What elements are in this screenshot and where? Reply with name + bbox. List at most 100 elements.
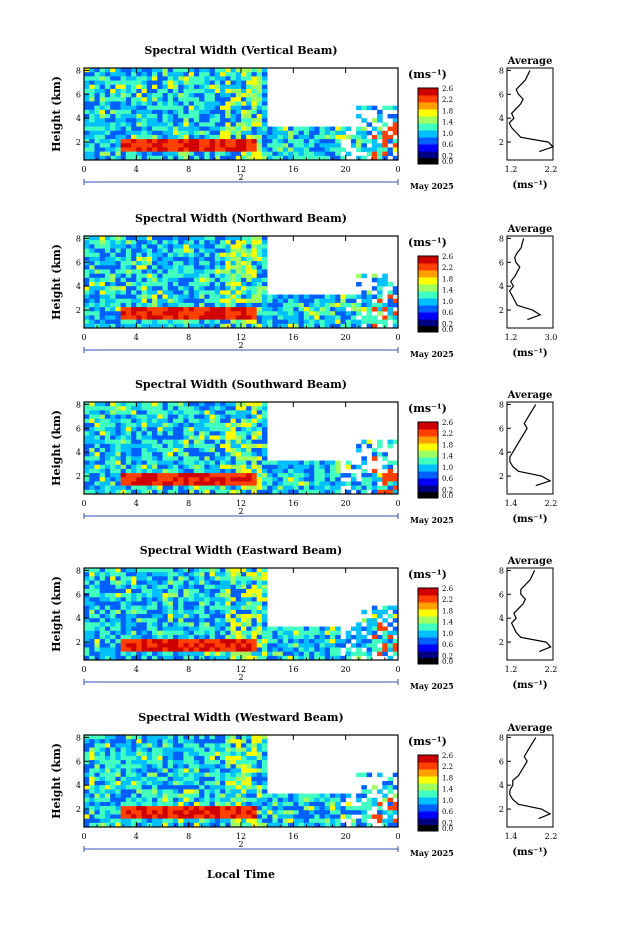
heatmap-cell <box>256 244 263 249</box>
heatmap-cell <box>241 818 247 824</box>
heatmap-cell <box>89 84 95 90</box>
heatmap-cell <box>99 298 106 304</box>
heatmap-cell <box>157 755 163 761</box>
heatmap-cell <box>204 143 210 148</box>
heatmap-cell <box>94 768 100 773</box>
heatmap-cell <box>178 307 184 312</box>
heatmap-cell <box>214 781 221 786</box>
heatmap-cell <box>214 485 221 491</box>
heatmap-cell <box>125 286 132 291</box>
heatmap-cell <box>235 785 242 790</box>
heatmap-cell <box>131 789 137 794</box>
heatmap-cell <box>214 747 221 753</box>
heatmap-cell <box>131 84 137 90</box>
heatmap-cell <box>183 302 189 308</box>
heatmap-cell <box>141 273 148 279</box>
heatmap-cell <box>251 456 257 461</box>
x-tick-label: 16 <box>288 333 298 342</box>
heatmap-cell <box>146 84 153 90</box>
heatmap-cell <box>120 806 127 811</box>
heatmap-cell <box>125 588 132 594</box>
heatmap-cell <box>371 307 378 312</box>
heatmap-cell <box>298 473 305 478</box>
heatmap-cell <box>225 406 231 411</box>
heatmap-cell <box>188 477 195 482</box>
heatmap-cell <box>309 307 315 312</box>
heatmap-cell <box>152 290 158 295</box>
heatmap-cell <box>167 572 174 577</box>
heatmap-cell <box>104 630 111 636</box>
heatmap-cell <box>256 126 263 132</box>
heatmap-cell <box>188 290 195 295</box>
heatmap-cell <box>157 739 163 744</box>
x-tick-label: 8 <box>186 499 191 508</box>
heatmap-cell <box>99 630 106 636</box>
heatmap-cell <box>167 622 174 627</box>
heatmap-cell <box>110 614 116 619</box>
heatmap-cell <box>115 282 121 287</box>
heatmap-cell <box>382 605 388 611</box>
heatmap-cell <box>178 414 184 420</box>
heatmap-cell <box>324 315 331 320</box>
heatmap-cell <box>230 489 237 495</box>
heatmap-cell <box>329 126 336 132</box>
heatmap-cell <box>104 151 111 157</box>
heatmap-cell <box>183 651 189 657</box>
heatmap-cell <box>329 319 336 325</box>
heatmap-cell <box>167 568 174 573</box>
heatmap-cell <box>356 448 362 453</box>
heatmap-cell <box>104 311 111 316</box>
heatmap-cell <box>251 797 257 803</box>
heatmap-cell <box>209 626 216 632</box>
heatmap-cell <box>162 572 169 577</box>
heatmap-cell <box>193 88 200 94</box>
heatmap-cell <box>84 422 90 428</box>
heatmap-cell <box>84 618 90 623</box>
average-y-tick-label: 6 <box>499 590 504 599</box>
heatmap-cell <box>356 147 362 152</box>
heatmap-cell <box>131 473 137 478</box>
heatmap-cell <box>131 814 137 819</box>
heatmap-cell <box>392 473 399 478</box>
heatmap-cell <box>94 584 100 590</box>
heatmap-cell <box>110 609 116 615</box>
heatmap-cell <box>220 114 226 119</box>
heatmap-cell <box>256 568 263 573</box>
heatmap-cell <box>193 240 200 245</box>
heatmap-cell <box>162 244 169 249</box>
heatmap-cell <box>172 431 179 436</box>
heatmap-cell <box>136 588 142 594</box>
heatmap-cell <box>94 743 100 748</box>
heatmap-cell <box>261 72 268 77</box>
heatmap-cell <box>125 485 132 491</box>
heatmap-cell <box>235 601 242 606</box>
heatmap-cell <box>183 464 189 470</box>
heatmap-cell <box>204 655 210 661</box>
heatmap-cell <box>329 143 336 148</box>
heatmap-cell <box>377 151 383 157</box>
heatmap-cell <box>110 147 116 152</box>
heatmap-cell <box>172 427 179 432</box>
heatmap-cell <box>230 244 237 249</box>
heatmap-cell <box>188 273 195 279</box>
heatmap-cell <box>146 485 153 491</box>
heatmap-cell <box>104 618 111 623</box>
heatmap-cell <box>141 139 148 144</box>
heatmap-cell <box>356 443 362 449</box>
heatmap-cell <box>178 147 184 152</box>
heatmap-cell <box>146 282 153 287</box>
heatmap-cell <box>298 464 305 470</box>
heatmap-cell <box>204 818 210 824</box>
heatmap-cell <box>209 414 216 420</box>
heatmap-cell <box>120 236 127 241</box>
heatmap-cell <box>193 735 200 740</box>
heatmap-cell <box>188 435 195 440</box>
heatmap-cell <box>104 643 111 648</box>
heatmap-cell <box>214 605 221 611</box>
heatmap-cell <box>178 760 184 765</box>
heatmap-cell <box>251 80 257 86</box>
heatmap-cell <box>246 109 252 115</box>
heatmap-cell <box>309 485 315 491</box>
heatmap-cell <box>131 76 137 81</box>
heatmap-cell <box>120 286 127 291</box>
